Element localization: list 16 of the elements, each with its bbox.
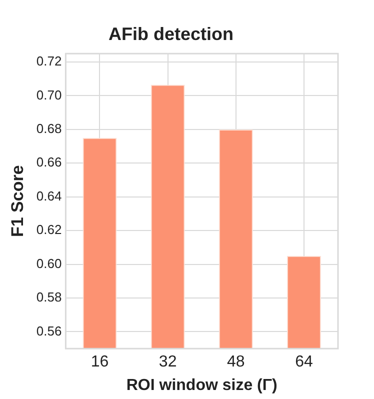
y-tick-label: 0.66 bbox=[36, 154, 62, 170]
y-axis-title: F1 Score bbox=[8, 165, 27, 238]
y-tick-label: 0.58 bbox=[36, 290, 62, 305]
x-tick-label: 32 bbox=[158, 354, 177, 371]
x-axis-title: ROI window size (Γ) bbox=[126, 376, 278, 394]
y-tick-label: 0.70 bbox=[36, 87, 62, 102]
y-tick-label: 0.72 bbox=[36, 54, 62, 69]
x-tick-label: 48 bbox=[226, 354, 245, 371]
chart-title: AFib detection bbox=[108, 24, 234, 44]
y-tick-label: 0.64 bbox=[36, 188, 62, 204]
x-tick-label: 16 bbox=[90, 354, 109, 371]
y-tick-label: 0.56 bbox=[36, 323, 62, 338]
y-tick-label: 0.68 bbox=[36, 121, 62, 136]
y-tick-label: 0.60 bbox=[36, 256, 62, 271]
y-tick-label: 0.62 bbox=[36, 222, 62, 238]
x-tick-label: 64 bbox=[295, 354, 313, 371]
